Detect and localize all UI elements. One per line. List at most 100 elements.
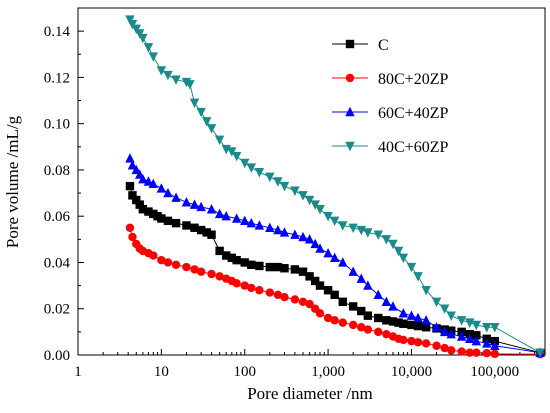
- data-point: [163, 187, 173, 198]
- data-point: [290, 265, 300, 274]
- data-point: [163, 216, 173, 226]
- data-point: [185, 80, 195, 90]
- data-point: [363, 228, 373, 238]
- data-point: [143, 176, 154, 186]
- data-point: [394, 318, 403, 327]
- data-point: [406, 310, 417, 320]
- data-point: [431, 322, 442, 332]
- data-point: [482, 323, 492, 333]
- data-point: [330, 290, 339, 300]
- plot-frame: [77, 7, 546, 356]
- data-point: [315, 243, 325, 253]
- data-point: [323, 286, 333, 295]
- data-point: [471, 320, 482, 331]
- data-point: [207, 269, 216, 279]
- data-point: [231, 213, 242, 223]
- data-point: [214, 208, 225, 219]
- data-point: [315, 309, 325, 318]
- series-layer: [125, 15, 545, 359]
- data-point: [490, 349, 500, 359]
- y-tick-label: 0.00: [44, 348, 70, 364]
- data-point: [273, 177, 283, 187]
- data-point: [240, 258, 249, 267]
- data-point: [323, 248, 333, 258]
- series-group: [125, 223, 545, 359]
- data-point: [135, 200, 144, 209]
- data-point: [393, 246, 404, 257]
- data-point: [279, 181, 290, 192]
- data-point: [127, 160, 138, 170]
- data-point: [446, 311, 456, 321]
- data-point: [171, 192, 181, 202]
- data-point: [196, 107, 206, 118]
- data-point: [446, 328, 456, 339]
- x-tick-label: 10,000: [391, 364, 432, 380]
- data-point: [407, 320, 416, 330]
- data-point: [157, 255, 166, 265]
- data-point: [171, 75, 181, 85]
- data-point: [138, 205, 148, 214]
- data-point: [202, 117, 212, 127]
- data-point: [254, 168, 265, 178]
- data-point: [189, 199, 200, 209]
- data-point: [255, 286, 264, 295]
- data-point: [382, 316, 391, 325]
- data-point: [315, 205, 325, 215]
- data-point: [148, 52, 158, 62]
- data-point: [290, 229, 300, 239]
- y-tick-label: 0.06: [44, 209, 71, 225]
- data-point: [440, 343, 449, 353]
- data-point: [323, 313, 333, 323]
- data-point: [357, 323, 366, 332]
- legend-item: 40C+60ZP: [332, 139, 448, 156]
- data-point: [202, 228, 211, 237]
- y-tick-label: 0.04: [44, 255, 71, 271]
- data-point: [471, 335, 482, 346]
- data-point: [231, 151, 242, 162]
- data-point: [232, 255, 241, 265]
- x-tick-label: 1: [74, 364, 82, 380]
- data-point: [388, 317, 398, 326]
- y-tick-label: 0.10: [44, 117, 70, 133]
- data-point: [182, 221, 191, 230]
- data-point: [190, 265, 199, 274]
- data-point: [315, 281, 325, 290]
- data-point: [382, 329, 391, 339]
- data-point: [125, 181, 135, 191]
- data-point: [398, 308, 409, 318]
- data-point: [482, 338, 492, 348]
- data-point: [304, 195, 315, 206]
- legend-label: 40C+60ZP: [378, 139, 448, 156]
- data-point: [273, 262, 283, 272]
- legend-layer: C 80C+20ZP 60C+40ZP 40C+60ZP: [332, 37, 448, 156]
- legend-marker: [345, 39, 355, 49]
- data-point: [304, 234, 315, 244]
- data-point: [374, 327, 383, 337]
- data-point: [221, 211, 231, 221]
- data-point: [348, 266, 358, 276]
- data-point: [222, 251, 231, 260]
- data-point: [338, 318, 347, 327]
- data-point: [265, 262, 275, 272]
- data-point: [330, 316, 339, 325]
- legend-marker: [345, 141, 355, 152]
- data-point: [348, 223, 358, 233]
- data-point: [265, 288, 275, 297]
- data-point: [373, 230, 383, 240]
- x-tick-label: 100: [233, 364, 256, 380]
- data-point: [265, 222, 275, 232]
- data-point: [227, 147, 237, 157]
- data-point: [490, 340, 500, 350]
- data-point: [421, 286, 431, 296]
- data-point: [247, 260, 256, 269]
- series-line: [129, 19, 541, 354]
- data-point: [399, 335, 408, 345]
- data-point: [196, 201, 206, 212]
- y-axis-label: Pore volume /mL/g: [3, 115, 22, 248]
- data-point: [310, 238, 320, 249]
- x-tick-label: 10: [154, 364, 169, 380]
- series-group: [125, 15, 545, 358]
- data-point: [298, 191, 308, 201]
- data-point: [356, 273, 366, 283]
- data-point: [399, 319, 408, 328]
